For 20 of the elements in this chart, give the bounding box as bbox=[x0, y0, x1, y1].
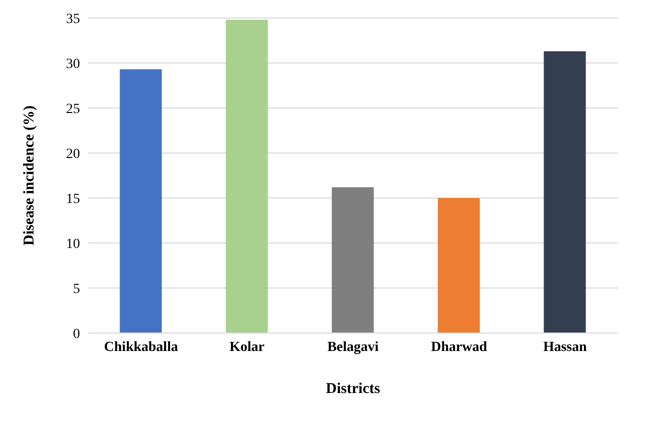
x-tick-label: Chikkaballa bbox=[104, 340, 178, 355]
x-tick-label: Belagavi bbox=[327, 340, 379, 355]
x-axis-title: Districts bbox=[326, 381, 380, 397]
y-tick-label: 20 bbox=[66, 146, 80, 162]
y-tick-label: 25 bbox=[66, 102, 80, 117]
x-tick-label: Dharwad bbox=[430, 340, 488, 355]
x-tick-label: Kolar bbox=[230, 340, 264, 355]
bar bbox=[438, 198, 480, 333]
y-tick-label: 30 bbox=[66, 56, 80, 72]
x-tick-label: Hassan bbox=[543, 340, 587, 355]
y-tick-label: 5 bbox=[73, 282, 80, 297]
bar bbox=[226, 20, 268, 333]
y-tick-label: 0 bbox=[73, 326, 80, 342]
bar bbox=[120, 69, 162, 333]
y-axis-title: Disease incidence (%) bbox=[21, 106, 38, 246]
y-tick-label: 35 bbox=[66, 12, 80, 27]
bar bbox=[544, 51, 586, 333]
y-tick-label: 15 bbox=[66, 192, 80, 207]
bar bbox=[332, 187, 374, 333]
y-tick-label: 10 bbox=[66, 236, 80, 252]
